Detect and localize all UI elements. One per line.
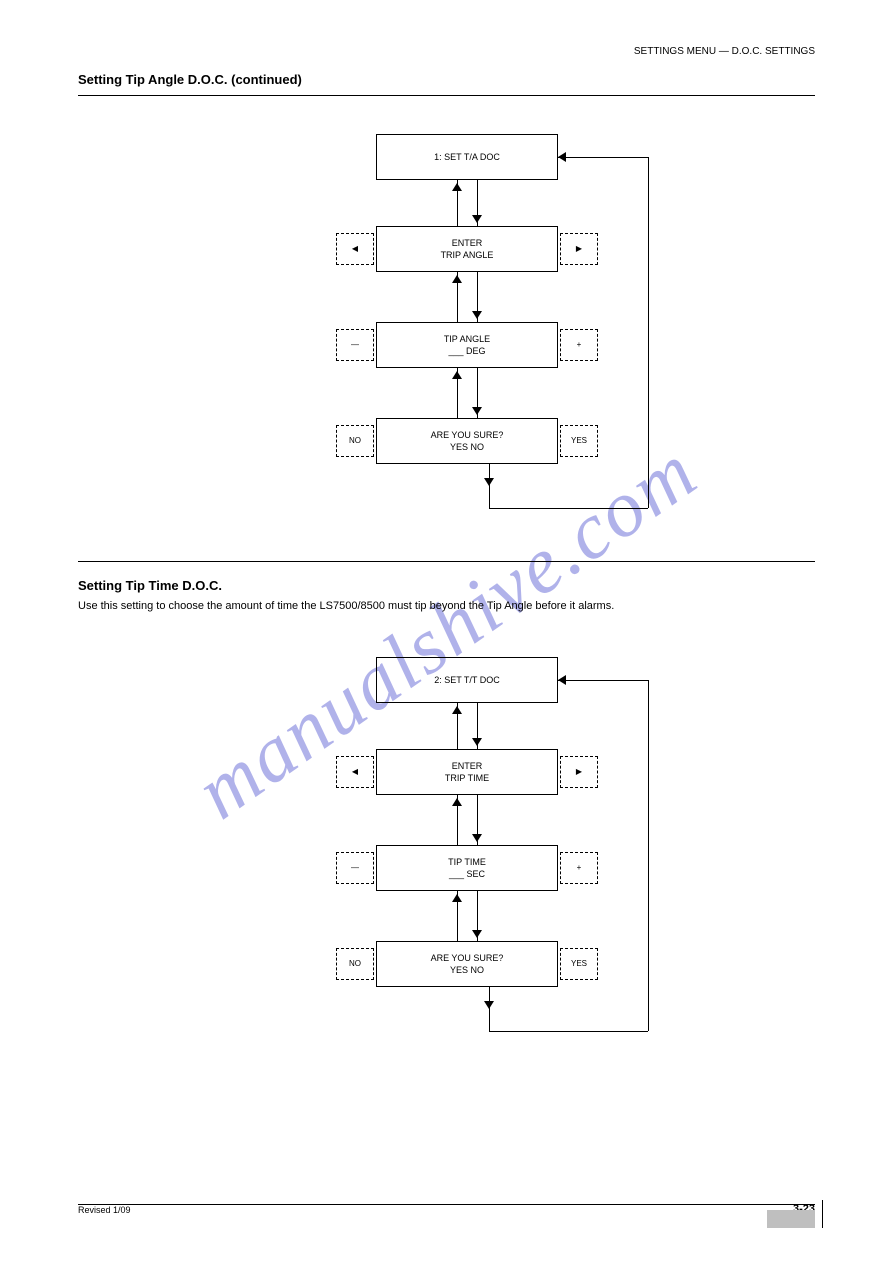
flow-node-label: ARE YOU SURE? YES NO bbox=[377, 952, 557, 976]
footer-vline bbox=[822, 1200, 823, 1228]
section-divider bbox=[78, 95, 815, 96]
flow-side-label: NO bbox=[337, 436, 373, 446]
arrow-up-icon bbox=[452, 371, 462, 379]
flow-node: 2: SET T/T DOC bbox=[376, 657, 558, 703]
flow-line bbox=[489, 987, 490, 1031]
flow-node-label: ENTER TRIP ANGLE bbox=[377, 237, 557, 261]
flow-side-label: ◀ bbox=[337, 767, 373, 777]
flow-side-label: ▶ bbox=[561, 244, 597, 254]
arrow-left-icon bbox=[558, 675, 566, 685]
flow-side-node: + bbox=[560, 852, 598, 884]
footer-divider bbox=[78, 1204, 815, 1205]
flow-node: ARE YOU SURE? YES NO bbox=[376, 418, 558, 464]
flow-node: TIP TIME ___ SEC bbox=[376, 845, 558, 891]
arrow-up-icon bbox=[452, 894, 462, 902]
arrow-down-icon bbox=[472, 215, 482, 223]
flow-side-node: YES bbox=[560, 425, 598, 457]
footer-tab bbox=[767, 1210, 815, 1228]
section-title: Setting Tip Angle D.O.C. (continued) bbox=[78, 72, 302, 87]
flow-node-label: 2: SET T/T DOC bbox=[377, 674, 557, 686]
flow-side-label: ▶ bbox=[561, 767, 597, 777]
flow-side-node: — bbox=[336, 329, 374, 361]
flow-side-node: ◀ bbox=[336, 756, 374, 788]
arrow-up-icon bbox=[452, 183, 462, 191]
footer-left: Revised 1/09 bbox=[78, 1205, 131, 1215]
flow-node: TIP ANGLE ___ DEG bbox=[376, 322, 558, 368]
flow-node-label: TIP ANGLE ___ DEG bbox=[377, 333, 557, 357]
flow-side-label: — bbox=[337, 340, 373, 350]
flow-side-node: — bbox=[336, 852, 374, 884]
flow-line bbox=[558, 680, 648, 681]
flow-side-label: ◀ bbox=[337, 244, 373, 254]
flow-side-node: ▶ bbox=[560, 233, 598, 265]
flow-side-label: NO bbox=[337, 959, 373, 969]
flow-line bbox=[489, 464, 490, 508]
flow-side-node: ▶ bbox=[560, 756, 598, 788]
arrow-down-icon bbox=[472, 930, 482, 938]
arrow-up-icon bbox=[452, 275, 462, 283]
flow-node: 1: SET T/A DOC bbox=[376, 134, 558, 180]
flow-side-node: YES bbox=[560, 948, 598, 980]
flow-side-label: — bbox=[337, 863, 373, 873]
section-title: Setting Tip Time D.O.C. bbox=[78, 578, 222, 593]
flow-side-label: + bbox=[561, 863, 597, 873]
flow-node: ENTER TRIP TIME bbox=[376, 749, 558, 795]
flow-side-node: NO bbox=[336, 948, 374, 980]
arrow-up-icon bbox=[452, 706, 462, 714]
flow-side-label: + bbox=[561, 340, 597, 350]
arrow-up-icon bbox=[452, 798, 462, 806]
flow-node-label: 1: SET T/A DOC bbox=[377, 151, 557, 163]
flow-loopback-line bbox=[648, 680, 649, 1031]
flow-side-label: YES bbox=[561, 436, 597, 446]
flow-node: ENTER TRIP ANGLE bbox=[376, 226, 558, 272]
flow-side-node: ◀ bbox=[336, 233, 374, 265]
flow-node: ARE YOU SURE? YES NO bbox=[376, 941, 558, 987]
flow-loopback-line bbox=[648, 157, 649, 508]
arrow-down-icon bbox=[472, 834, 482, 842]
arrow-down-icon bbox=[472, 311, 482, 319]
flow-line bbox=[489, 1031, 648, 1032]
page-root: manualshive.com SETTINGS MENU — D.O.C. S… bbox=[0, 0, 893, 1263]
header-right-text: SETTINGS MENU — D.O.C. SETTINGS bbox=[634, 46, 815, 57]
flow-side-label: YES bbox=[561, 959, 597, 969]
arrow-down-icon bbox=[484, 1001, 494, 1009]
flow-node-label: TIP TIME ___ SEC bbox=[377, 856, 557, 880]
flow-side-node: + bbox=[560, 329, 598, 361]
flow-node-label: ENTER TRIP TIME bbox=[377, 760, 557, 784]
flow-side-node: NO bbox=[336, 425, 374, 457]
flow-line bbox=[489, 508, 648, 509]
section-subtitle: Use this setting to choose the amount of… bbox=[78, 600, 798, 612]
arrow-down-icon bbox=[484, 478, 494, 486]
flow-node-label: ARE YOU SURE? YES NO bbox=[377, 429, 557, 453]
arrow-down-icon bbox=[472, 738, 482, 746]
flow-line bbox=[558, 157, 648, 158]
section-divider bbox=[78, 561, 815, 562]
arrow-down-icon bbox=[472, 407, 482, 415]
arrow-left-icon bbox=[558, 152, 566, 162]
